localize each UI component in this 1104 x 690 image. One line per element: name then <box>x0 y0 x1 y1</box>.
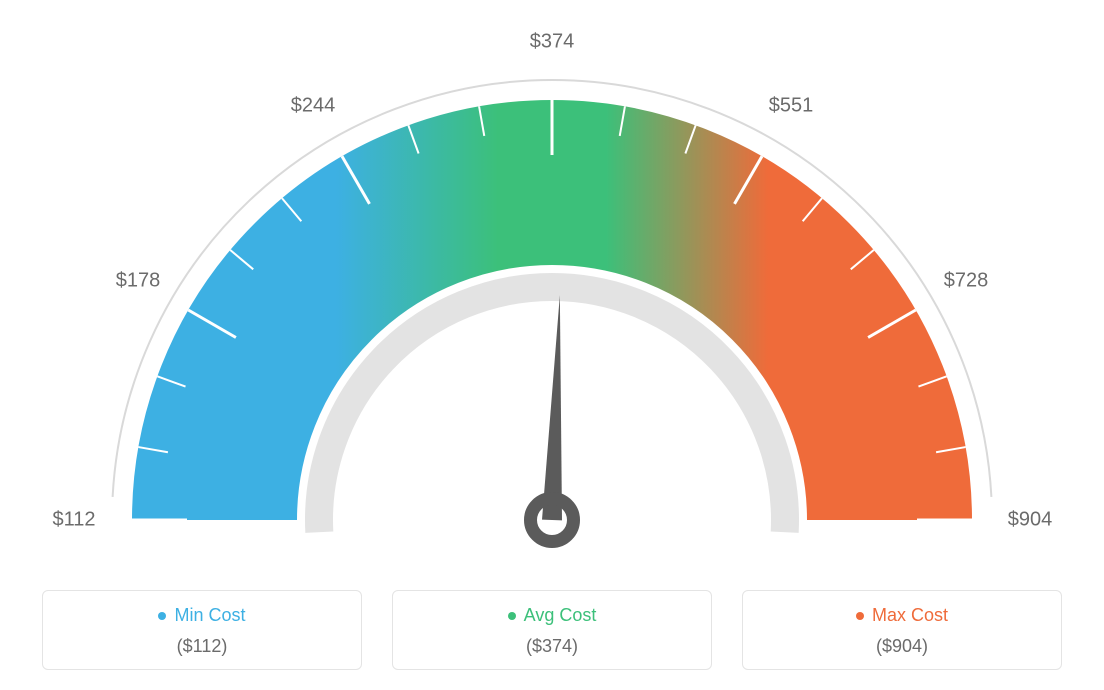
legend-min-title: Min Cost <box>158 605 245 626</box>
legend-min-dot <box>158 612 166 620</box>
legend-max-cost: Max Cost ($904) <box>742 590 1062 670</box>
legend-avg-title: Avg Cost <box>508 605 597 626</box>
gauge-tick-label: $728 <box>944 270 989 293</box>
legend-min-cost: Min Cost ($112) <box>42 590 362 670</box>
gauge-chart: $112 $178 $244 $374 $551 $728 $904 <box>0 0 1104 560</box>
gauge-tick-label: $244 <box>291 95 336 118</box>
legend-max-label: Max Cost <box>872 605 948 626</box>
legend-min-value: ($112) <box>53 636 351 657</box>
legend-avg-value: ($374) <box>403 636 701 657</box>
legend-min-label: Min Cost <box>174 605 245 626</box>
legend-row: Min Cost ($112) Avg Cost ($374) Max Cost… <box>0 590 1104 670</box>
legend-avg-label: Avg Cost <box>524 605 597 626</box>
gauge-tick-label: $374 <box>530 31 575 54</box>
legend-max-value: ($904) <box>753 636 1051 657</box>
gauge-tick-label: $551 <box>769 95 814 118</box>
gauge-tick-label: $112 <box>52 509 95 532</box>
legend-max-title: Max Cost <box>856 605 948 626</box>
legend-avg-cost: Avg Cost ($374) <box>392 590 712 670</box>
legend-max-dot <box>856 612 864 620</box>
legend-avg-dot <box>508 612 516 620</box>
gauge-tick-label: $904 <box>1008 509 1053 532</box>
gauge-svg <box>0 0 1104 560</box>
gauge-tick-label: $178 <box>116 270 161 293</box>
